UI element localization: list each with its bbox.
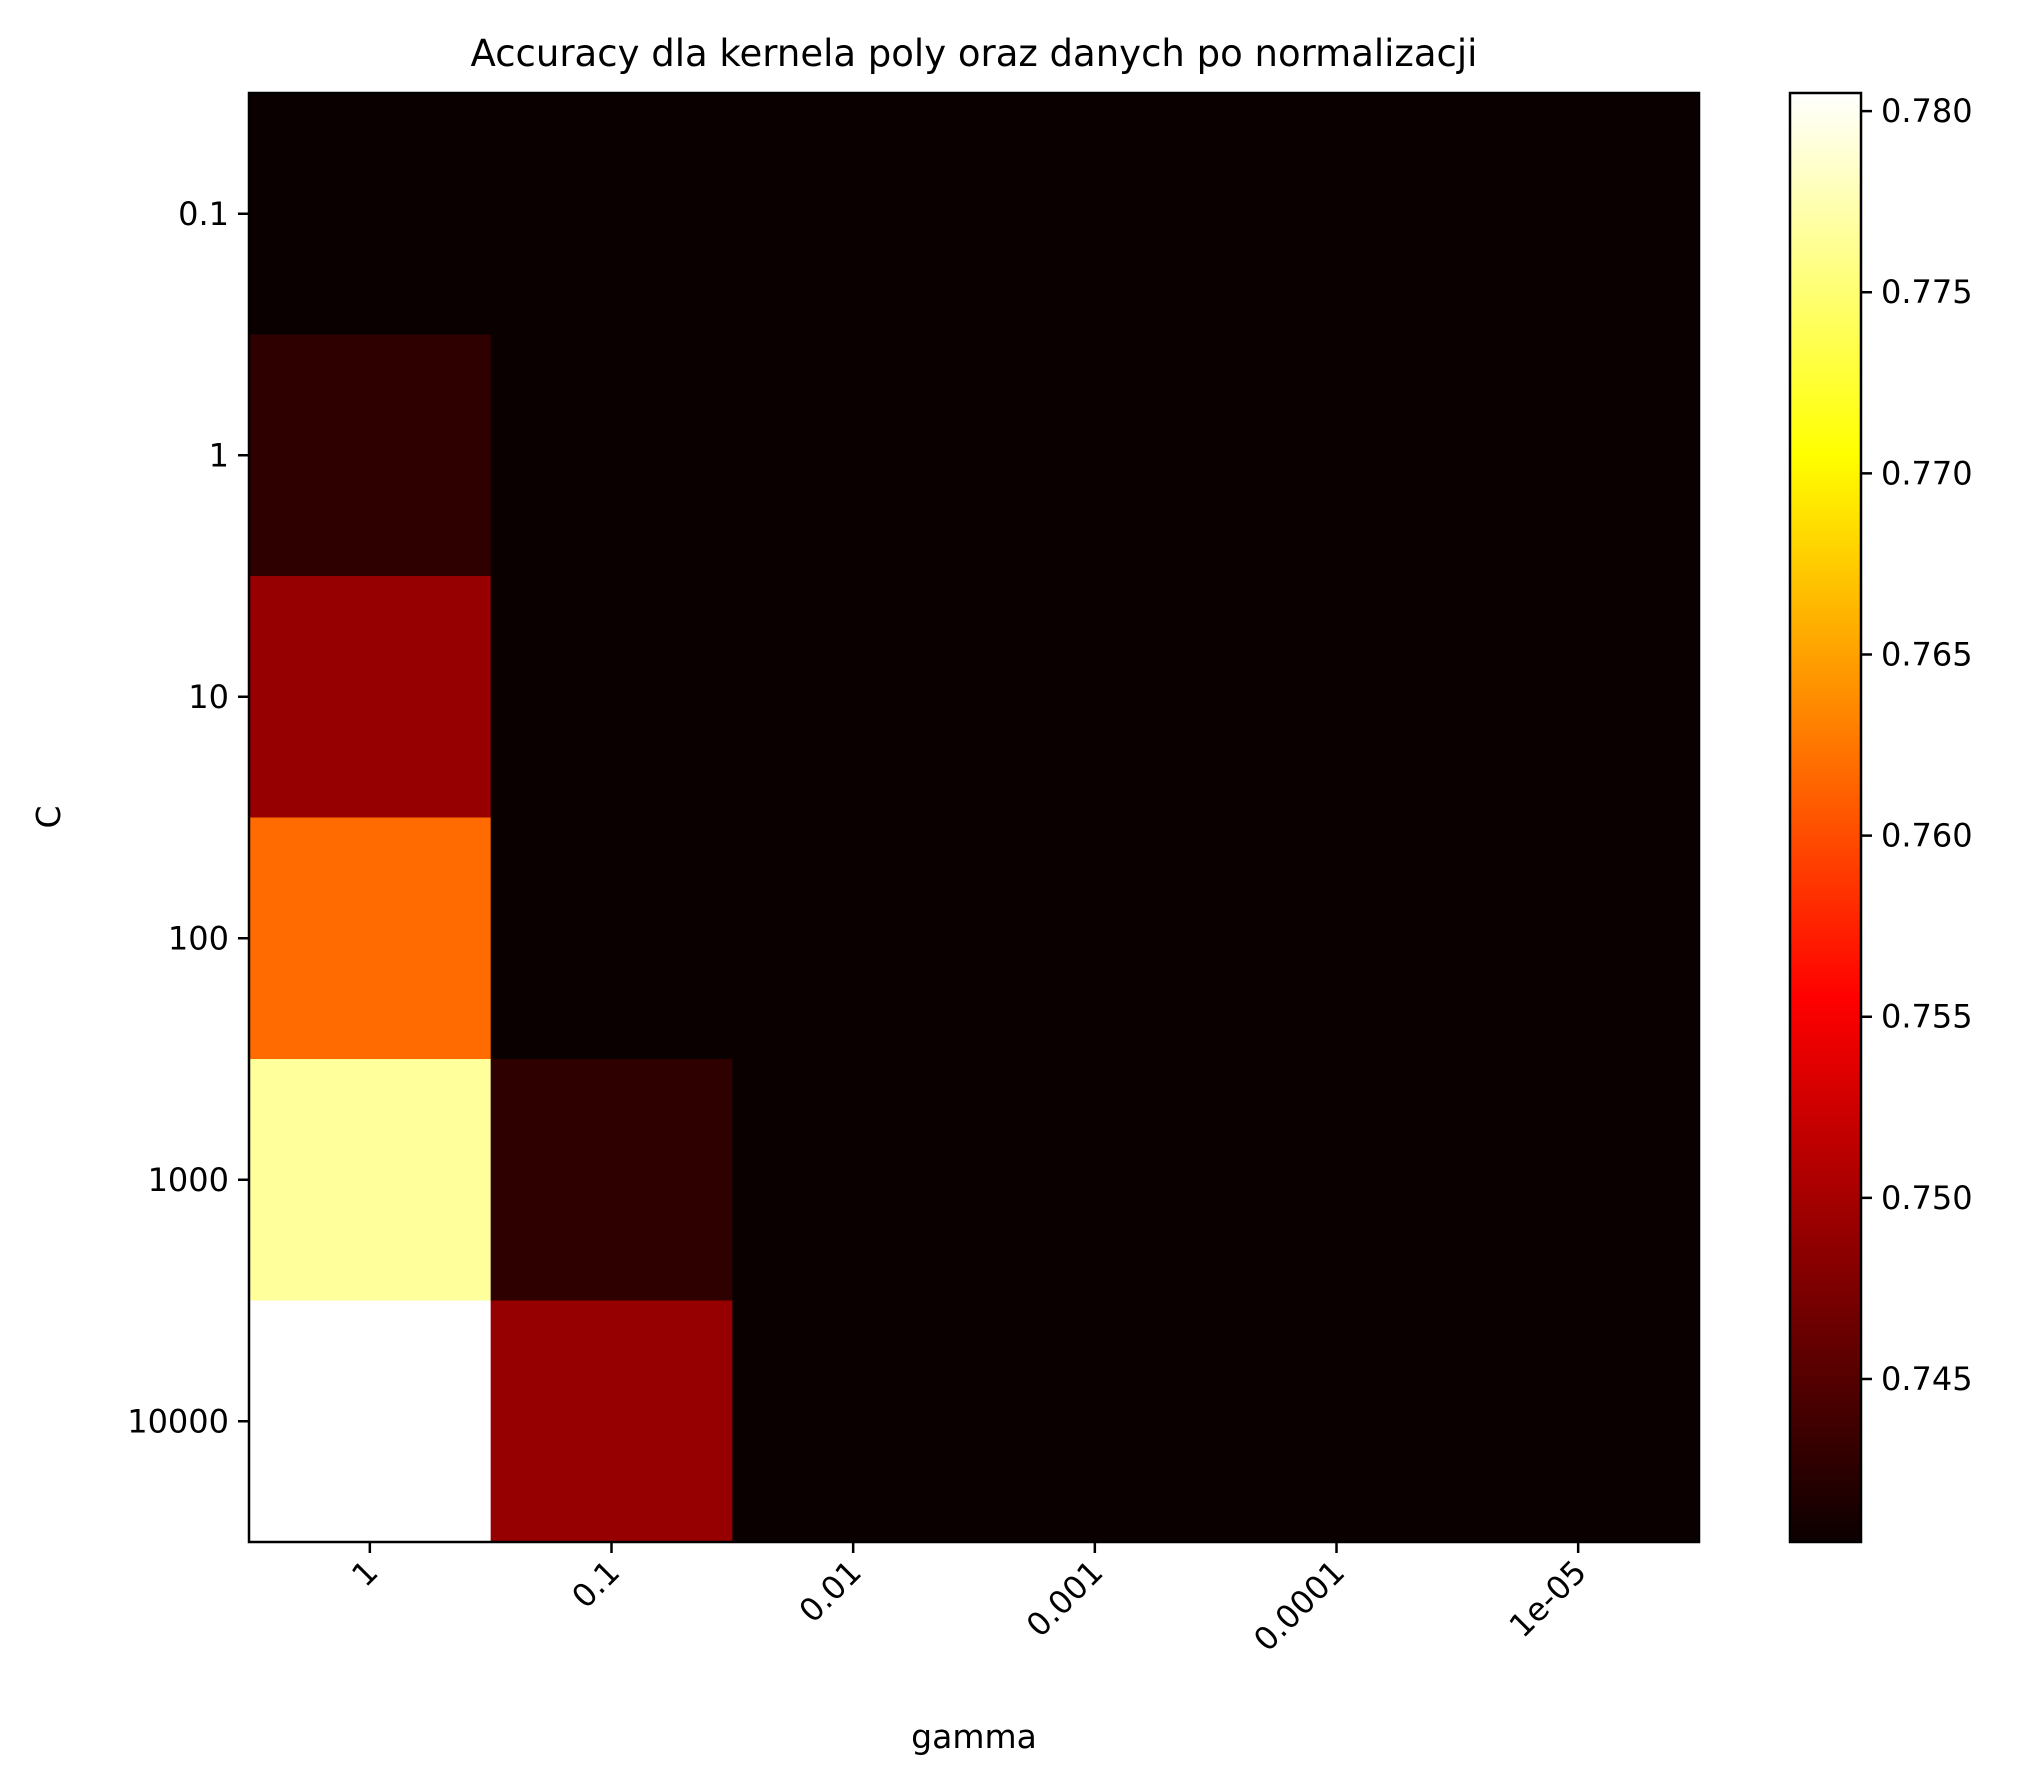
colorbar-tick-label: 0.780 xyxy=(1881,92,1973,130)
heatmap-cell xyxy=(1215,93,1458,336)
y-tick-label: 1 xyxy=(209,436,229,474)
heatmap-cell xyxy=(732,817,975,1060)
y-tick-label: 0.1 xyxy=(178,195,229,233)
x-tick-label: 1 xyxy=(344,1553,385,1594)
x-tick-label: 0.01 xyxy=(792,1553,869,1630)
colorbar-tick-label: 0.750 xyxy=(1881,1179,1973,1217)
heatmap-cell xyxy=(490,576,733,819)
heatmap-cells xyxy=(249,93,1700,1543)
heatmap-cell xyxy=(249,334,492,577)
heatmap-cell xyxy=(732,576,975,819)
heatmap-cell xyxy=(974,93,1217,336)
x-tick-label: 0.001 xyxy=(1019,1553,1111,1645)
x-tick-label: 1e-05 xyxy=(1502,1553,1594,1645)
y-tick-label: 10 xyxy=(188,678,229,716)
x-axis-label: gamma xyxy=(911,1717,1037,1756)
heatmap-cell xyxy=(1457,93,1700,336)
y-tick-label: 100 xyxy=(168,919,229,957)
heatmap-cell xyxy=(732,1059,975,1302)
colorbar-tick-label: 0.745 xyxy=(1881,1360,1973,1398)
y-tick-label: 10000 xyxy=(127,1402,229,1440)
heatmap-cell xyxy=(249,1059,492,1302)
heatmap-cell xyxy=(1215,334,1458,577)
heatmap-cell xyxy=(1457,576,1700,819)
heatmap-cell xyxy=(490,334,733,577)
heatmap-cell xyxy=(732,1300,975,1543)
heatmap-cell xyxy=(974,1300,1217,1543)
heatmap-cell xyxy=(974,576,1217,819)
heatmap-cell xyxy=(1215,1059,1458,1302)
colorbar-tick-label: 0.760 xyxy=(1881,817,1973,855)
colorbar-tick-label: 0.755 xyxy=(1881,998,1973,1036)
heatmap-cell xyxy=(1457,817,1700,1060)
y-axis: 0.1 1 10 100 1000 10000 xyxy=(127,195,249,1440)
x-axis: 1 0.1 0.01 0.001 0.0001 1e-05 xyxy=(344,1542,1594,1659)
heatmap-cell xyxy=(1457,1300,1700,1543)
heatmap-cell xyxy=(249,576,492,819)
heatmap-cell xyxy=(1215,576,1458,819)
colorbar-tick-label: 0.770 xyxy=(1881,454,1973,492)
heatmap-cell xyxy=(249,93,492,336)
colorbar-tick-label: 0.765 xyxy=(1881,635,1973,673)
heatmap-cell xyxy=(490,817,733,1060)
heatmap-cell xyxy=(1457,334,1700,577)
chart-title: Accuracy dla kernela poly oraz danych po… xyxy=(471,32,1478,75)
heatmap-cell xyxy=(974,817,1217,1060)
heatmap-cell xyxy=(1457,1059,1700,1302)
heatmap-cell xyxy=(1215,817,1458,1060)
colorbar-axis: 0.745 0.750 0.755 0.760 0.765 0.770 0.775 0.780 xyxy=(1861,92,1973,1398)
heatmap-cell xyxy=(732,93,975,336)
heatmap-cell xyxy=(490,1300,733,1543)
y-axis-label: C xyxy=(29,805,68,828)
heatmap-cell xyxy=(974,334,1217,577)
colorbar xyxy=(1788,91,1863,1544)
heatmap-cell xyxy=(249,1300,492,1543)
heatmap-cell xyxy=(974,1059,1217,1302)
heatmap-cell xyxy=(1215,1300,1458,1543)
x-tick-label: 0.1 xyxy=(564,1553,627,1616)
y-tick-label: 1000 xyxy=(148,1161,229,1199)
colorbar-tick-label: 0.775 xyxy=(1881,273,1973,311)
heatmap-cell xyxy=(732,334,975,577)
x-tick-label: 0.0001 xyxy=(1246,1553,1352,1659)
heatmap-cell xyxy=(249,817,492,1060)
plot-frame xyxy=(247,91,1701,1544)
heatmap-cell xyxy=(490,93,733,336)
heatmap-cell xyxy=(490,1059,733,1302)
